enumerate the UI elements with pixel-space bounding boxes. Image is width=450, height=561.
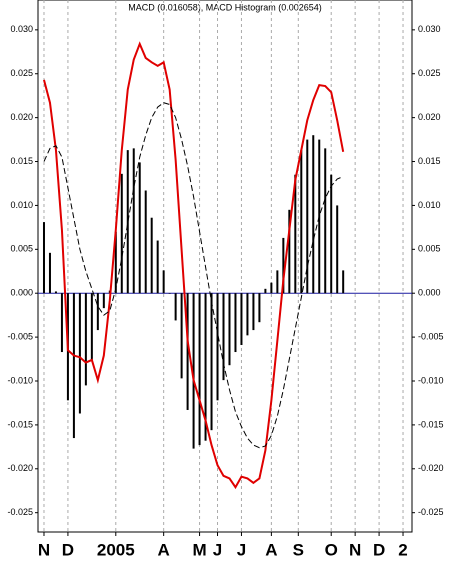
histogram-bar [60,293,63,353]
histogram-bar [276,270,279,294]
x-tick-label: A [158,540,170,559]
histogram-bar [192,293,195,449]
x-tick-label: J [237,540,246,559]
histogram-bar [294,174,297,294]
macd-line [43,41,345,490]
x-tick-label: 2005 [97,540,135,559]
histogram-bar [84,293,87,386]
y2-tick-label: 0.030 [418,24,441,34]
histogram-bar [264,288,267,294]
y-tick-label: -0.005 [7,331,33,341]
histogram-bar [132,148,135,294]
y2-tick-label: -0.005 [418,331,444,341]
histogram-bar [198,293,201,446]
y-tick-label: 0.015 [10,156,33,166]
plot-frame [37,0,413,533]
y2-tick-label: -0.010 [418,375,444,385]
histogram-bar [120,173,123,294]
histogram-bar [258,293,261,323]
histogram-bar [312,135,315,294]
y-tick-label: -0.015 [7,419,33,429]
histogram-bar [114,231,117,294]
histogram-bar [342,270,345,294]
histogram-bar [240,293,243,346]
x-tick-label: A [265,540,277,559]
x-tick-label: N [349,540,361,559]
histogram-bar [96,293,99,331]
x-tick-label: M [192,540,206,559]
y-tick-label: 0.020 [10,112,33,122]
histogram-bar [222,293,225,381]
histogram-bar [168,293,171,294]
histogram-bar [180,293,183,379]
histogram-bar [48,252,51,294]
histogram-bar [144,190,147,294]
x-tick-label: S [293,540,304,559]
histogram-bar [186,293,189,410]
histogram-bar [330,174,333,294]
histogram-bar [288,209,291,294]
signal-line [43,102,344,449]
x-tick-label: 2 [398,540,407,559]
histogram-bar [336,205,339,294]
histogram-bar [78,293,81,414]
histogram-bar [228,293,231,366]
histogram-bar [282,237,285,294]
y-tick-label: -0.010 [7,375,33,385]
histogram-bar [126,150,129,294]
x-tick-label: O [325,540,338,559]
y2-tick-label: 0.015 [418,156,441,166]
y-tick-label: 0.010 [10,200,33,210]
histogram-bar [150,217,153,294]
histogram-bar [210,293,213,431]
y-tick-label: 0.025 [10,68,33,78]
chart-title: MACD (0.016058), MACD Histogram (0.00265… [128,2,322,12]
histogram-bar [90,293,93,360]
histogram-bar [252,293,255,331]
y2-tick-label: -0.020 [418,463,444,473]
y2-tick-label: -0.015 [418,419,444,429]
x-tick-label: D [62,540,74,559]
y-tick-label: 0.030 [10,24,33,34]
histogram-bar [156,240,159,294]
y-tick-label: -0.025 [7,507,33,517]
histogram-bar [270,282,273,294]
histogram-bar [162,270,165,294]
histogram-bar [216,293,219,401]
histogram-bar [54,291,57,294]
y2-tick-label: 0.010 [418,200,441,210]
x-tick-label: N [38,540,50,559]
x-tick-label: D [373,540,385,559]
histogram-bar [204,293,207,441]
histogram-bar [138,162,141,294]
histogram-bar [102,293,105,309]
y-tick-label: 0.005 [10,244,33,254]
y-tick-label: -0.020 [7,463,33,473]
y-tick-label: 0.000 [10,288,33,298]
y2-tick-label: 0.005 [418,244,441,254]
y2-tick-label: 0.020 [418,112,441,122]
y2-tick-label: -0.025 [418,507,444,517]
histogram-bar [324,148,327,294]
histogram-bar [72,293,75,439]
histogram-bar [300,150,303,294]
histogram-bar [42,222,45,294]
histogram-bar [246,293,249,336]
histogram-bar [306,139,309,294]
y2-tick-label: 0.025 [418,68,441,78]
y2-tick-label: 0.000 [418,288,441,298]
histogram-bar [234,293,237,353]
histogram-bar [174,293,177,321]
x-tick-label: J [213,540,222,559]
